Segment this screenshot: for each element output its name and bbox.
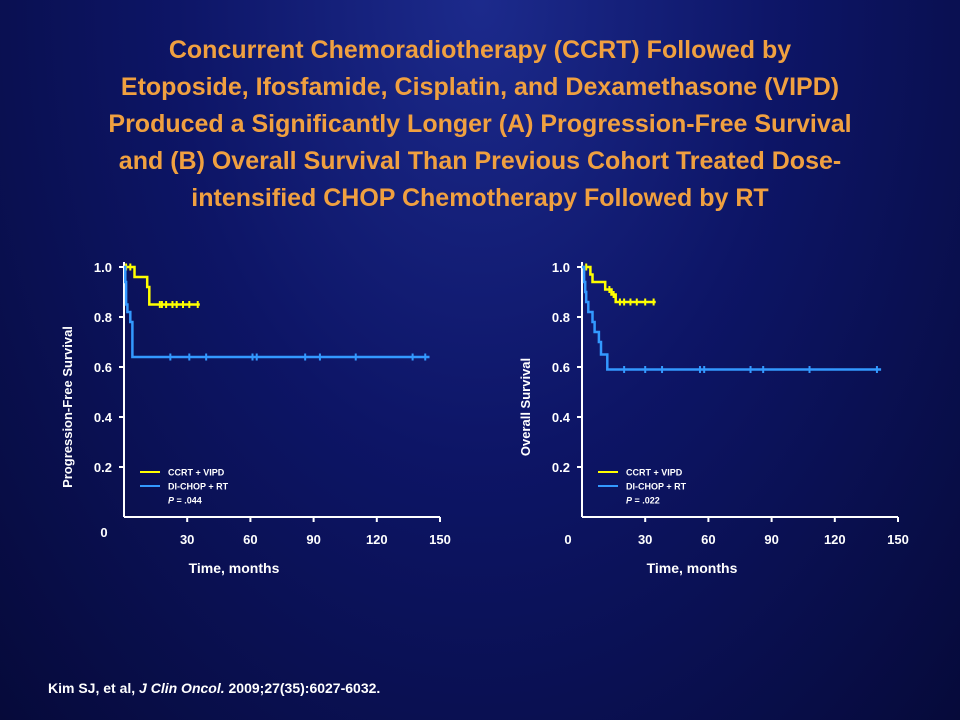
- origin-label: 0: [100, 525, 107, 540]
- title-line: Concurrent Chemoradiotherapy (CCRT) Foll…: [168, 36, 792, 64]
- citation-details: 2009;27(35):6027-6032.: [224, 680, 381, 696]
- chart-progression-free-survival: 1.0 0.8 0.6 0.4 0.2 30 60 90 120 150 0 Time, months…: [40, 240, 480, 590]
- y-axis-label: Progression-Free Survival: [60, 326, 75, 488]
- x-tick-label: 30: [638, 532, 652, 547]
- y-tick-label: 1.0: [94, 260, 112, 275]
- slide-title: Concurrent Chemoradiotherapy (CCRT) Foll…: [20, 32, 940, 217]
- y-tick-label: 0.6: [552, 360, 570, 375]
- chart-svg: 1.0 0.8 0.6 0.4 0.2 30 60 90 120 150 0 Time, months…: [60, 260, 451, 576]
- p-value: = .022: [632, 496, 660, 506]
- p-value-prefix: P: [168, 496, 175, 506]
- citation: Kim SJ, et al, J Clin Oncol. 2009;27(35)…: [48, 680, 380, 696]
- title-line: Produced a Significantly Longer (A) Prog…: [108, 110, 852, 138]
- x-tick-label: 60: [701, 532, 715, 547]
- citation-authors: Kim SJ, et al,: [48, 680, 140, 696]
- x-tick-label: 90: [764, 532, 778, 547]
- y-tick-label: 0.4: [94, 410, 113, 425]
- legend-label: DI-CHOP + RT: [168, 482, 229, 492]
- title-line: intensified CHOP Chemotherapy Followed b…: [191, 184, 769, 212]
- y-tick-label: 1.0: [552, 260, 570, 275]
- p-value: = .044: [174, 496, 202, 506]
- x-tick-label: 60: [243, 532, 257, 547]
- y-tick-label: 0.4: [552, 410, 571, 425]
- x-tick-label: 120: [824, 532, 846, 547]
- x-tick-label: 150: [429, 532, 451, 547]
- y-axis-label: Overall Survival: [518, 358, 533, 456]
- p-value-label: P = .022: [626, 496, 660, 506]
- legend-label: CCRT + VIPD: [626, 468, 683, 478]
- x-tick-label: 120: [366, 532, 388, 547]
- p-value-prefix: P: [626, 496, 633, 506]
- x-axis-label: Time, months: [647, 560, 738, 576]
- survival-curve: [582, 265, 656, 304]
- citation-journal: J Clin Oncol.: [139, 680, 225, 696]
- survival-curve: [124, 265, 200, 306]
- y-tick-label: 0.8: [552, 310, 570, 325]
- x-tick-label: 30: [180, 532, 194, 547]
- title-line: and (B) Overall Survival Than Previous C…: [118, 147, 842, 175]
- chart-svg: 1.0 0.8 0.6 0.4 0.2 30 60 90 120 150 0 Time, months…: [518, 260, 909, 576]
- legend-label: DI-CHOP + RT: [626, 482, 687, 492]
- legend-label: CCRT + VIPD: [168, 468, 225, 478]
- y-tick-label: 0.6: [94, 360, 112, 375]
- y-tick-label: 0.8: [94, 310, 112, 325]
- title-line: Etoposide, Ifosfamide, Cisplatin, and De…: [120, 73, 840, 101]
- chart-overall-survival: 1.0 0.8 0.6 0.4 0.2 30 60 90 120 150 0 Time, months…: [498, 240, 938, 590]
- y-tick-label: 0.2: [94, 460, 112, 475]
- x-tick-label: 150: [887, 532, 909, 547]
- x-tick-label: 90: [306, 532, 320, 547]
- y-tick-label: 0.2: [552, 460, 570, 475]
- survival-curve: [582, 265, 882, 371]
- survival-curve: [124, 265, 430, 359]
- p-value-label: P = .044: [168, 496, 202, 506]
- x-axis-label: Time, months: [189, 560, 280, 576]
- origin-label: 0: [564, 532, 571, 547]
